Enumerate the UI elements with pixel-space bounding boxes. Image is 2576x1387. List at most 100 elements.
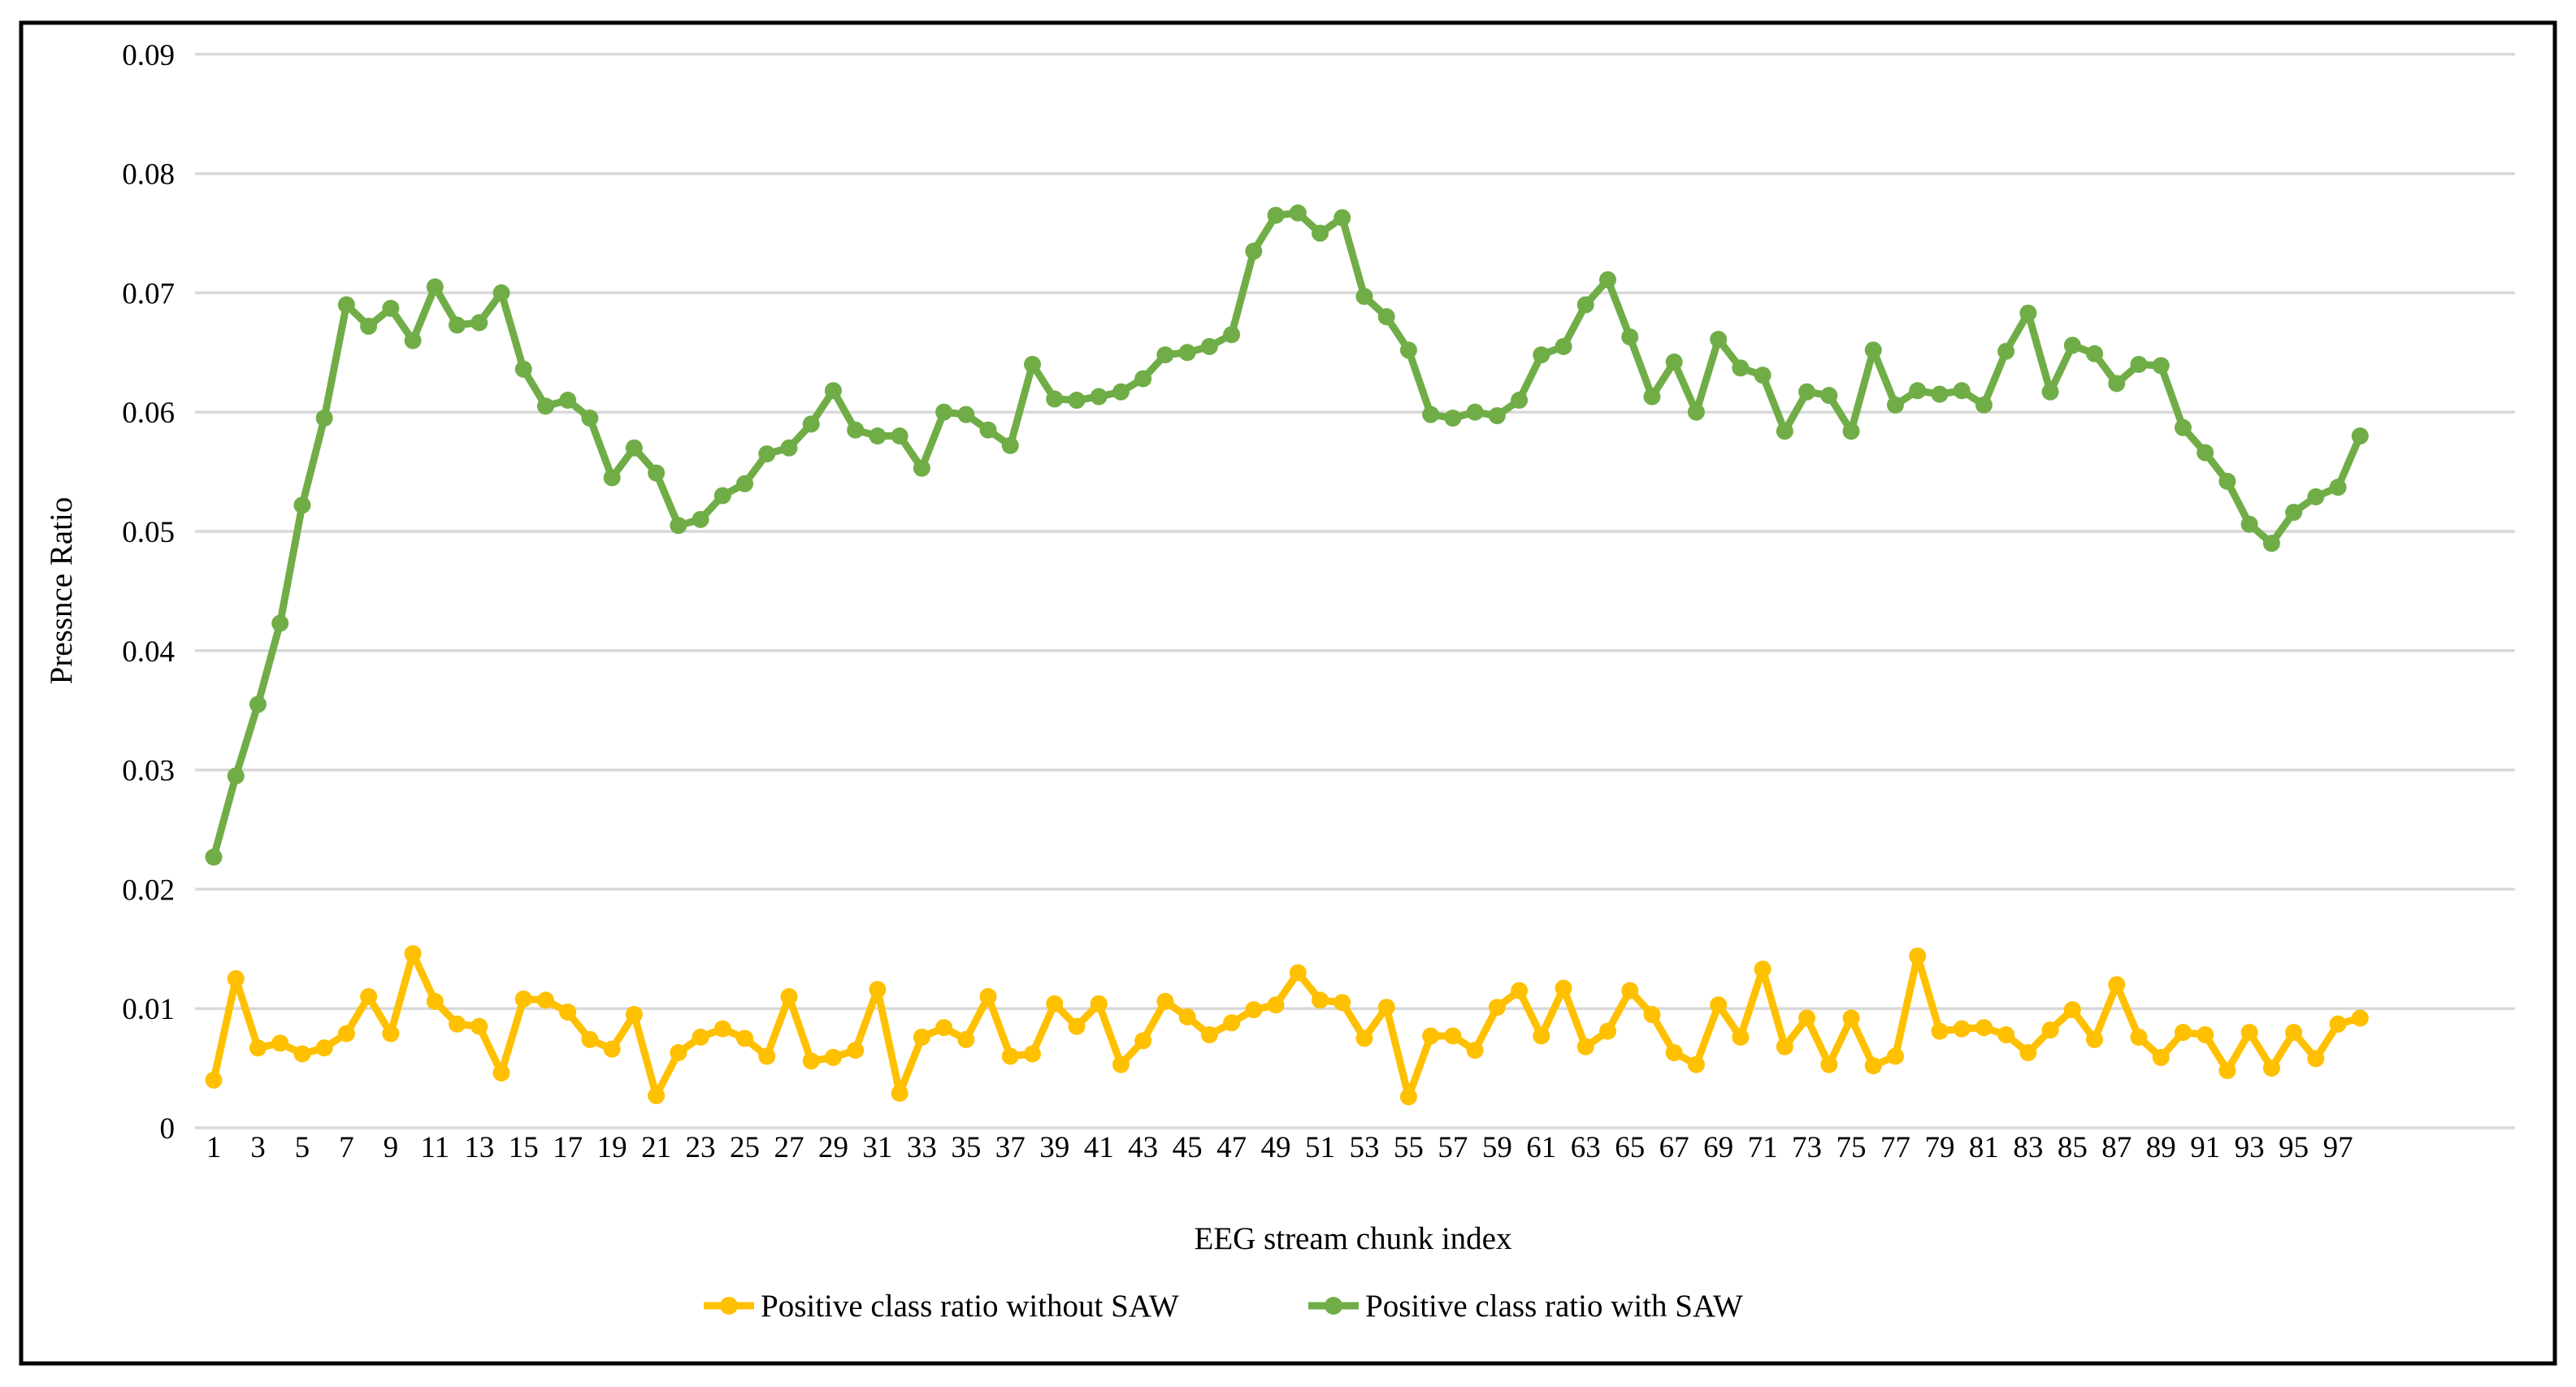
with-saw-point	[847, 421, 865, 439]
with-saw-point	[1975, 396, 1993, 414]
with-saw-point	[249, 696, 267, 713]
with-saw-point	[1842, 423, 1860, 440]
with-saw-point	[2285, 504, 2303, 522]
with-saw-point	[2307, 488, 2325, 505]
without-saw-point	[559, 1003, 577, 1021]
without-saw-point	[1732, 1028, 1750, 1046]
with-saw-point	[1334, 209, 1351, 227]
with-saw-point	[1931, 385, 1949, 403]
x-tick-label: 81	[1969, 1131, 1999, 1164]
without-saw-point	[1200, 1025, 1218, 1043]
without-saw-point	[1598, 1022, 1616, 1040]
x-tick-label: 67	[1659, 1131, 1689, 1164]
y-tick-label: 0.08	[122, 158, 175, 192]
x-tick-label: 75	[1837, 1131, 1867, 1164]
x-tick-label: 77	[1880, 1131, 1910, 1164]
with-saw-point	[1422, 405, 1440, 423]
without-saw-point	[271, 1034, 289, 1052]
without-saw-point	[1533, 1027, 1550, 1045]
with-saw-point	[581, 410, 599, 427]
legend: Positive class ratio without SAW Positiv…	[704, 1289, 1743, 1324]
without-saw-point	[471, 1017, 488, 1035]
with-saw-point	[536, 397, 554, 415]
without-saw-point	[957, 1030, 975, 1048]
without-saw-point	[2108, 976, 2126, 994]
without-saw-point	[1090, 995, 1108, 1012]
without-saw-point	[670, 1044, 687, 1062]
y-tick-label: 0.03	[122, 755, 175, 788]
chart-border	[19, 20, 2557, 1366]
legend-entry-with-saw[interactable]: Positive class ratio with SAW	[1308, 1289, 1743, 1324]
x-tick-label: 33	[907, 1131, 937, 1164]
without-saw-point	[1997, 1025, 2015, 1043]
with-saw-point	[2086, 345, 2104, 362]
with-saw-point	[1533, 346, 1550, 364]
without-saw-point	[1776, 1038, 1793, 1055]
y-tick-label: 0.04	[122, 635, 175, 669]
without-saw-point	[1975, 1019, 1993, 1037]
without-saw-point	[847, 1042, 865, 1060]
x-tick-label: 73	[1792, 1131, 1822, 1164]
gridlines	[195, 53, 2515, 1129]
without-saw-point	[1621, 982, 1639, 999]
with-saw-point	[869, 427, 887, 445]
without-saw-point	[293, 1045, 311, 1063]
with-saw-point	[625, 439, 643, 457]
with-saw-point	[713, 487, 731, 505]
y-axis-tick-labels: 0 0.01 0.02 0.03 0.04 0.05 0.06 0.07 0.08 0.09	[122, 39, 175, 1146]
with-saw-point	[2174, 418, 2192, 436]
without-saw-point	[1909, 947, 1927, 965]
with-saw-point	[802, 415, 820, 433]
series-with-saw	[205, 204, 2369, 866]
without-saw-point	[514, 990, 532, 1008]
with-saw-point	[1665, 353, 1683, 371]
with-saw-point	[1355, 288, 1373, 306]
x-tick-label: 9	[384, 1131, 399, 1164]
x-tick-label: 11	[420, 1131, 449, 1164]
with-saw-point	[1090, 388, 1108, 405]
with-saw-point	[1621, 328, 1639, 346]
x-tick-label: 15	[509, 1131, 539, 1164]
with-saw-point	[1488, 407, 1506, 425]
without-saw-point	[2063, 1001, 2081, 1019]
without-saw-point	[426, 992, 444, 1010]
with-saw-point	[670, 517, 687, 535]
without-saw-point	[1466, 1042, 1484, 1060]
with-saw-point	[1555, 337, 1572, 355]
without-saw-point	[1377, 999, 1395, 1016]
with-saw-point	[2063, 336, 2081, 354]
legend-entry-without-saw[interactable]: Positive class ratio without SAW	[704, 1289, 1179, 1324]
without-saw-point	[360, 988, 378, 1006]
with-saw-point	[1820, 387, 1838, 405]
x-tick-label: 45	[1173, 1131, 1203, 1164]
with-saw-point	[1886, 396, 1904, 414]
x-tick-label: 35	[951, 1131, 981, 1164]
with-saw-point	[2108, 375, 2126, 392]
with-saw-point	[1864, 341, 1882, 359]
x-tick-label: 95	[2279, 1131, 2309, 1164]
without-saw-point	[1223, 1014, 1241, 1032]
with-saw-point	[2019, 304, 2037, 322]
without-saw-point	[2041, 1021, 2059, 1039]
with-saw-point	[1511, 392, 1529, 410]
with-saw-point	[1687, 403, 1705, 421]
without-saw-point	[891, 1084, 909, 1102]
x-tick-label: 85	[2058, 1131, 2088, 1164]
x-tick-label: 5	[295, 1131, 310, 1164]
with-saw-point	[824, 382, 842, 400]
x-tick-label: 51	[1305, 1131, 1335, 1164]
y-tick-label: 0.06	[122, 397, 175, 430]
x-tick-label: 39	[1039, 1131, 1069, 1164]
with-saw-point	[1576, 296, 1594, 314]
y-tick-label: 0.01	[122, 993, 175, 1026]
without-saw-point	[1068, 1017, 1086, 1035]
with-saw-point	[1046, 390, 1064, 408]
without-saw-point	[935, 1019, 953, 1037]
without-saw-point	[2351, 1009, 2369, 1027]
without-saw-point	[1842, 1009, 1860, 1027]
without-saw-point	[2262, 1060, 2280, 1077]
x-tick-label: 23	[686, 1131, 716, 1164]
with-saw-point	[2197, 444, 2214, 462]
x-tick-label: 55	[1394, 1131, 1424, 1164]
